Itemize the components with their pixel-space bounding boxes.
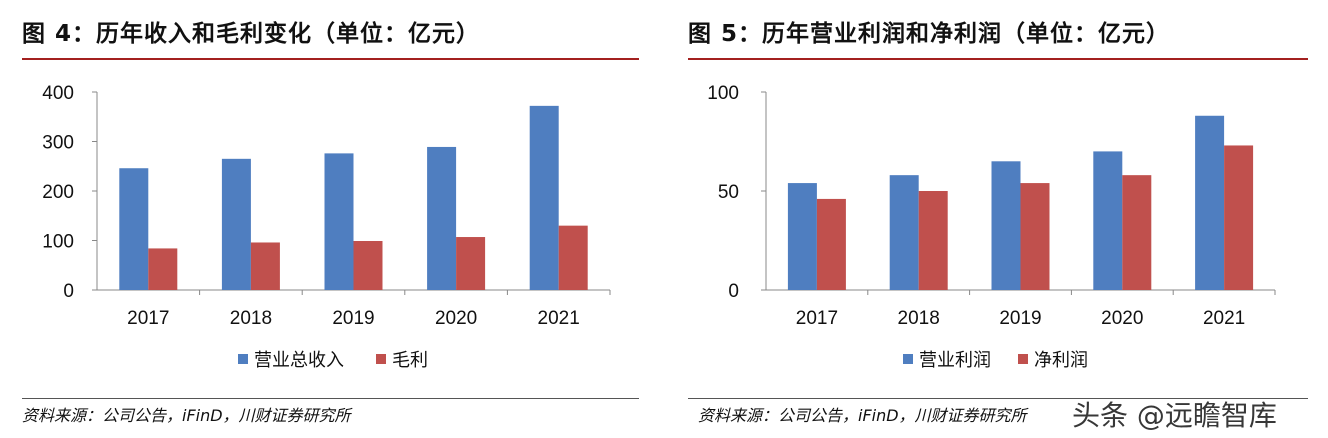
bar-营业总收入-2020: [427, 146, 457, 290]
x-tick-label: 2021: [1203, 308, 1245, 329]
bar-营业利润-2019: [991, 161, 1021, 290]
x-tick-label: 2020: [435, 308, 477, 329]
x-tick-label: 2020: [1101, 308, 1143, 329]
bar-营业总收入-2017: [119, 168, 149, 290]
bar-营业利润-2017: [787, 183, 817, 290]
figure-5: 图 5：历年营业利润和净利润（单位：亿元） 0 50 100 2017 2018 2019…: [686, 0, 1328, 438]
figure-4-source: 资料来源：公司公告，iFinD，川财证券研究所: [22, 406, 351, 425]
bar-毛利-2021: [558, 225, 588, 290]
figure-4-bottom-rule: [22, 398, 639, 399]
legend-swatch: [903, 354, 913, 364]
figure-5-title: 图 5：历年营业利润和净利润（单位：亿元）: [688, 21, 1171, 47]
x-tick-label: 2017: [796, 308, 838, 329]
watermark: 头条 @远瞻智库: [1072, 399, 1277, 432]
bar-毛利-2019: [353, 240, 383, 290]
x-tick-label: 2017: [127, 308, 169, 329]
bar-营业利润-2018: [889, 175, 919, 290]
y-tick-label: 100: [707, 83, 739, 104]
figure-5-source: 资料来源：公司公告，iFinD，川财证券研究所: [698, 406, 1027, 425]
y-tick-label: 200: [42, 182, 74, 203]
bar-毛利-2018: [250, 242, 280, 290]
bar-净利润-2019: [1020, 183, 1050, 290]
y-tick-label: 100: [42, 232, 74, 253]
legend-label: 毛利: [392, 350, 428, 371]
bar-毛利-2017: [148, 248, 178, 290]
x-tick-label: 2021: [538, 308, 580, 329]
legend-swatch: [376, 354, 386, 364]
figure-5-chart: 0 50 100 2017 2018 2019 2020 2021 营业利润 净利润: [707, 83, 1276, 371]
legend-label: 净利润: [1034, 350, 1088, 371]
x-tick-label: 2019: [332, 308, 374, 329]
bar-净利润-2017: [816, 198, 846, 290]
y-tick-label: 300: [42, 133, 74, 154]
legend-label: 营业总收入: [254, 350, 344, 371]
figure-4-chart: 0 100 200 300 400 2017 2018 2019 2020 2021 营业总收入 毛利: [42, 83, 611, 371]
bar-营业总收入-2021: [529, 105, 559, 290]
legend-swatch: [238, 354, 248, 364]
y-tick-label: 50: [718, 182, 739, 203]
legend-label: 营业利润: [919, 350, 991, 371]
figure-5-bottom-rule: [688, 398, 1308, 399]
legend-swatch: [1018, 354, 1028, 364]
y-tick-label: 0: [728, 281, 739, 302]
x-tick-label: 2018: [230, 308, 272, 329]
bar-营业总收入-2019: [324, 153, 354, 290]
y-tick-label: 0: [63, 281, 74, 302]
bar-营业总收入-2018: [221, 158, 251, 290]
x-tick-label: 2018: [898, 308, 940, 329]
figure-4: 图 4：历年收入和毛利变化（单位：亿元） 0 100 200 300 400 2017 20…: [0, 0, 645, 438]
bar-营业利润-2020: [1093, 151, 1123, 290]
bar-毛利-2020: [456, 237, 486, 290]
bar-营业利润-2021: [1195, 115, 1225, 290]
figure-4-title: 图 4：历年收入和毛利变化（单位：亿元）: [22, 21, 481, 47]
bar-净利润-2021: [1224, 145, 1254, 290]
bar-净利润-2020: [1122, 175, 1152, 290]
figure-5-title-rule: [688, 58, 1308, 60]
figure-4-title-rule: [22, 58, 639, 60]
y-tick-label: 400: [42, 83, 74, 104]
x-tick-label: 2019: [999, 308, 1041, 329]
bar-净利润-2018: [918, 191, 948, 290]
